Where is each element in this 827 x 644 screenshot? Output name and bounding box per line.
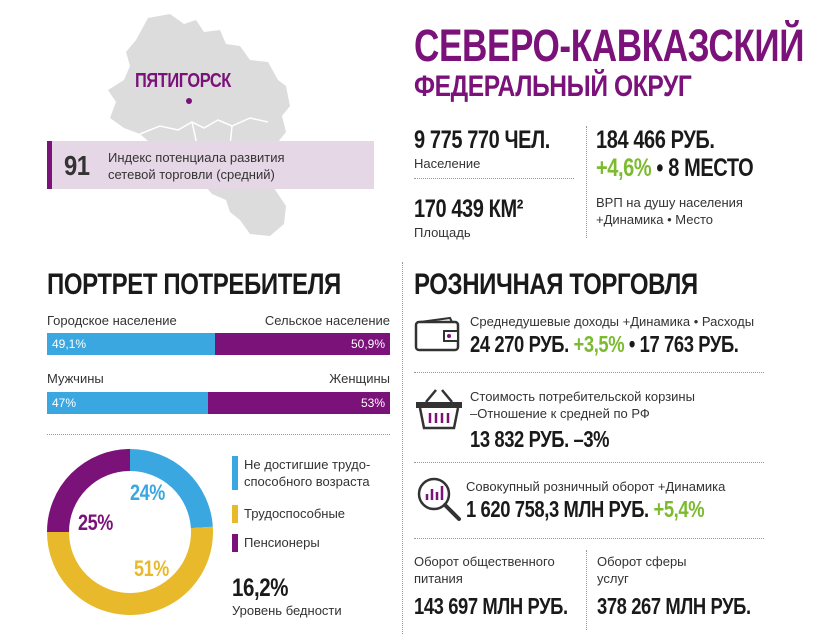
- urban-rural-bar: 49,1% 50,9%: [47, 333, 390, 355]
- income-value: 24 270 РУБ.: [470, 331, 569, 357]
- legend-pension-label: Пенсионеры: [244, 535, 320, 550]
- stats-divider-h: [414, 178, 574, 179]
- basket-label: Стоимость потребительской корзины –Отнош…: [470, 388, 695, 422]
- index-value: 91: [64, 150, 90, 181]
- retail-heading: РОЗНИЧНАЯ ТОРГОВЛЯ: [414, 268, 698, 301]
- grp-dynamic-line: +4,6% • 8 МЕСТО: [596, 154, 754, 183]
- men-label: Мужчины: [47, 371, 104, 386]
- turnover-dynamic: +5,4%: [653, 496, 705, 522]
- legend-item-working: Трудоспособные: [232, 505, 345, 523]
- grp-label-line2: +Динамика • Место: [596, 212, 713, 227]
- grp-label: ВРП на душу населения +Динамика • Место: [596, 194, 743, 228]
- turnover-label: Совокупный розничный оборот +Динамика: [466, 479, 726, 494]
- basket-value: 13 832 РУБ. –3%: [470, 426, 610, 452]
- grp-place: • 8 МЕСТО: [651, 154, 754, 182]
- retail-divider-v: [586, 550, 587, 630]
- urban-pct: 49,1%: [52, 337, 87, 351]
- donut-slice-young: [129, 449, 213, 529]
- catering-label-line1: Оборот общественного: [414, 554, 555, 569]
- legend-swatch-young: [232, 456, 238, 490]
- portrait-heading: ПОРТРЕТ ПОТРЕБИТЕЛЯ: [47, 268, 341, 301]
- men-women-bar: 47% 53%: [47, 392, 390, 414]
- legend-young-line2: способного возраста: [244, 474, 370, 489]
- region-map-icon: [108, 14, 290, 236]
- age-donut-chart: [47, 449, 213, 615]
- index-label: Индекс потенциала развития сетевой торго…: [108, 149, 285, 183]
- title-line1: СЕВЕРО-КАВКАЗСКИЙ: [414, 20, 805, 71]
- grp-dynamic: +4,6%: [596, 154, 652, 182]
- portrait-divider: [47, 434, 390, 435]
- donut-label-working: 51%: [134, 556, 169, 581]
- index-label-line2: сетевой торговли (средний): [108, 167, 275, 182]
- services-label: Оборот сферы услуг: [597, 553, 687, 587]
- turnover-value: 1 620 758,3 МЛН РУБ.: [466, 496, 649, 522]
- basket-label-line2: –Отношение к средней по РФ: [470, 406, 650, 421]
- poverty-value: 16,2%: [232, 574, 289, 602]
- donut-label-pension: 25%: [78, 510, 113, 535]
- index-label-line1: Индекс потенциала развития: [108, 150, 285, 165]
- grp-value: 184 466 РУБ.: [596, 126, 715, 154]
- income-dynamic: +3,5%: [573, 331, 625, 357]
- population-value: 9 775 770 ЧЕЛ.: [414, 126, 550, 154]
- turnover-value-line: 1 620 758,3 МЛН РУБ. +5,4%: [466, 496, 705, 523]
- women-label: Женщины: [329, 371, 390, 386]
- income-label: Среднедушевые доходы +Динамика • Расходы: [470, 314, 755, 329]
- legend-swatch-working: [232, 505, 238, 523]
- magnifier-chart-icon: [417, 477, 461, 521]
- legend-item-young: Не достигшие трудо-способного возраста: [232, 456, 370, 490]
- income-expenses: • 17 763 РУБ.: [624, 331, 739, 357]
- catering-value: 143 697 МЛН РУБ.: [414, 593, 568, 619]
- donut-label-young: 24%: [130, 480, 165, 505]
- legend-working-label: Трудоспособные: [244, 506, 346, 521]
- men-segment: 47%: [47, 392, 209, 414]
- capital-dot: [186, 98, 192, 104]
- legend-swatch-pension: [232, 534, 238, 552]
- area-label: Площадь: [414, 225, 471, 240]
- retail-divider-2: [414, 462, 764, 463]
- title-line2: ФЕДЕРАЛЬНЫЙ ОКРУГ: [414, 70, 692, 103]
- services-label-line1: Оборот сферы: [597, 554, 687, 569]
- population-label: Население: [414, 156, 481, 171]
- area-value: 170 439 КМ²: [414, 195, 523, 223]
- capital-label: ПЯТИГОРСК: [135, 70, 231, 92]
- rural-segment: 50,9%: [215, 333, 390, 355]
- index-box: 91 Индекс потенциала развития сетевой то…: [47, 141, 374, 189]
- rural-pct: 50,9%: [350, 337, 385, 351]
- basket-icon: [416, 389, 462, 430]
- donut-slice-pension: [47, 449, 131, 533]
- basket-label-line1: Стоимость потребительской корзины: [470, 389, 695, 404]
- catering-label-line2: питания: [414, 571, 463, 586]
- donut-slice-working: [47, 526, 213, 615]
- legend-item-pension: Пенсионеры: [232, 534, 320, 552]
- legend-young-line1: Не достигшие трудо-: [244, 457, 371, 472]
- section-divider: [402, 262, 403, 634]
- retail-divider-3: [414, 538, 764, 539]
- retail-divider-1: [414, 372, 764, 373]
- catering-label: Оборот общественного питания: [414, 553, 555, 587]
- poverty-label: Уровень бедности: [232, 603, 342, 618]
- grp-label-line1: ВРП на душу населения: [596, 195, 743, 210]
- services-label-line2: услуг: [597, 571, 629, 586]
- income-value-line: 24 270 РУБ. +3,5% • 17 763 РУБ.: [470, 331, 739, 358]
- rural-label: Сельское население: [264, 313, 390, 328]
- services-value: 378 267 МЛН РУБ.: [597, 593, 751, 619]
- women-segment: 53%: [208, 392, 390, 414]
- urban-label: Городское население: [47, 313, 177, 328]
- wallet-icon: [414, 316, 460, 352]
- women-pct: 53%: [360, 396, 385, 410]
- urban-segment: 49,1%: [47, 333, 216, 355]
- stats-divider-v: [586, 126, 587, 238]
- men-pct: 47%: [52, 396, 77, 410]
